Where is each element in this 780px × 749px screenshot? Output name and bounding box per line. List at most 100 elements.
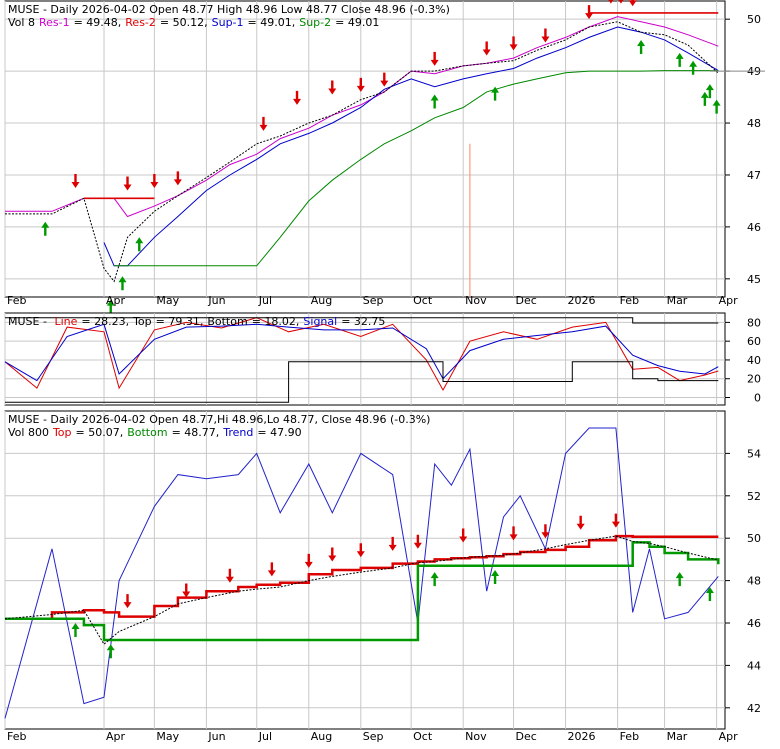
y-tick-label: 45 — [747, 273, 761, 286]
x-tick-label: Dec — [516, 730, 537, 743]
buy-arrow-icon — [675, 572, 684, 587]
legend-segment: = 50.07, — [76, 426, 124, 439]
y-tick-label: 40 — [747, 354, 761, 367]
y-tick-label: 54 — [747, 447, 761, 460]
sell-arrow-icon — [430, 51, 439, 66]
sell-arrow-icon — [608, 0, 614, 4]
y-tick-label: 80 — [747, 316, 761, 329]
y-tick-label: 46 — [747, 221, 761, 234]
sell-arrow-icon — [509, 526, 518, 541]
y-tick-label: 20 — [747, 373, 761, 386]
x-tick-label: Nov — [465, 730, 487, 743]
buy-arrow-icon — [675, 52, 684, 67]
x-tick-label: Feb — [620, 730, 639, 743]
legend-segment: Top — [52, 426, 72, 439]
sell-arrow-icon — [413, 534, 422, 549]
sell-arrow-icon — [576, 515, 585, 530]
x-tick-label: May — [156, 730, 179, 743]
series-bottom — [5, 541, 720, 642]
sell-arrow-icon — [267, 562, 276, 577]
sell-arrow-icon — [123, 176, 132, 191]
sell-arrow-icon — [611, 513, 620, 528]
legend-segment: MUSE - — [8, 315, 50, 328]
series-top — [5, 317, 719, 324]
legend-segment: = 79.31, — [156, 315, 204, 328]
x-tick-label: Jul — [258, 730, 272, 743]
sell-arrow-icon — [628, 0, 637, 7]
y-tick-label: 50 — [747, 13, 761, 26]
legend-segment: MUSE - Daily 2026-04-02 Open 48.77,Hi 48… — [8, 413, 430, 426]
legend-segment: Sup-2 — [299, 16, 331, 29]
series-res-1 — [5, 16, 719, 218]
legend-line-1: MUSE - Daily 2026-04-02 Open 48.77 High … — [8, 3, 450, 16]
x-tick-label: Mar — [667, 294, 688, 307]
panel-frame — [4, 0, 726, 298]
series-sup-1 — [103, 26, 719, 267]
panel-2: 80 60 40 20 0 MUSE - Line = 28.23, Top = 79.31, B… — [4, 312, 761, 406]
buy-arrow-icon — [430, 572, 439, 587]
buy-arrow-icon — [71, 623, 80, 637]
y-tick-label: 48 — [747, 575, 761, 588]
x-tick-label: Feb — [620, 294, 639, 307]
sell-arrow-icon — [328, 547, 337, 562]
legend-line-1: MUSE - Daily 2026-04-02 Open 48.77,Hi 48… — [8, 413, 430, 426]
sell-arrow-icon — [541, 28, 550, 43]
x-tick-label: Aug — [311, 730, 332, 743]
buy-arrow-icon — [118, 276, 127, 291]
legend-segment: MUSE - Daily 2026-04-02 Open 48.77 High … — [8, 3, 450, 16]
legend-segment: Signal — [303, 315, 337, 328]
x-tick-label: Nov — [465, 294, 487, 307]
sell-arrow-icon — [388, 536, 397, 551]
x-tick-label: Jun — [207, 730, 225, 743]
sell-arrow-icon — [225, 568, 234, 583]
x-tick-label: 2026 — [568, 730, 596, 743]
sell-arrow-icon — [509, 36, 518, 51]
y-tick-label: 0 — [754, 391, 761, 404]
y-tick-label: 52 — [747, 490, 761, 503]
sell-arrow-icon — [182, 583, 191, 598]
y-tick-label: 47 — [747, 169, 761, 182]
x-tick-label: Sep — [363, 294, 384, 307]
legend-segment: Res-2 — [125, 16, 156, 29]
y-tick-label: 48 — [747, 117, 761, 130]
x-tick-label: Mar — [667, 730, 688, 743]
legend-segment: = 50.12, — [160, 16, 208, 29]
series-top — [5, 534, 719, 621]
y-tick-label: 46 — [747, 617, 761, 630]
y-tick-label: 42 — [747, 702, 761, 715]
sell-arrow-icon — [123, 594, 132, 609]
legend-segment: = 49.01, — [248, 16, 296, 29]
panel-frame — [4, 410, 726, 730]
legend-segment: Trend — [222, 426, 253, 439]
series-signal — [4, 323, 719, 382]
x-tick-label: Feb — [7, 730, 26, 743]
sell-arrow-icon — [380, 72, 389, 87]
series-close — [5, 21, 719, 283]
buy-arrow-icon — [430, 94, 439, 109]
sell-arrow-icon — [150, 173, 159, 188]
x-tick-label: Apr — [719, 294, 739, 307]
legend-segment: Line — [54, 315, 77, 328]
legend-segment: Sup-1 — [212, 16, 244, 29]
legend-line-2: Vol 8 Res-1 = 49.48, Res-2 = 50.12, Sup-1 = 49… — [8, 16, 379, 29]
sell-arrow-icon — [356, 77, 365, 92]
panel-3: 54 52 50 48 46 44 42 MUSE - Daily 2026-04-02 Op… — [4, 410, 761, 743]
x-tick-label: Apr — [106, 294, 126, 307]
legend-segment: = 32.75 — [341, 315, 385, 328]
legend-segment: Vol 800 — [8, 426, 49, 439]
sell-arrow-icon — [259, 116, 268, 131]
legend-segment: = 28.23, — [81, 315, 129, 328]
series-bottom — [5, 361, 719, 403]
legend-line-2: Vol 800 Top = 50.07, Bottom = 48.77, Trend = 4… — [8, 426, 302, 439]
sell-arrow-icon — [173, 171, 182, 186]
legend-segment: = 49.01 — [335, 16, 379, 29]
y-tick-label: 50 — [747, 532, 761, 545]
x-tick-label: Dec — [516, 294, 537, 307]
buy-arrow-icon — [689, 60, 698, 75]
sell-arrow-icon — [618, 0, 624, 4]
x-tick-label: Oct — [413, 294, 433, 307]
buy-arrow-icon — [106, 644, 115, 659]
buy-arrow-icon — [637, 39, 646, 54]
